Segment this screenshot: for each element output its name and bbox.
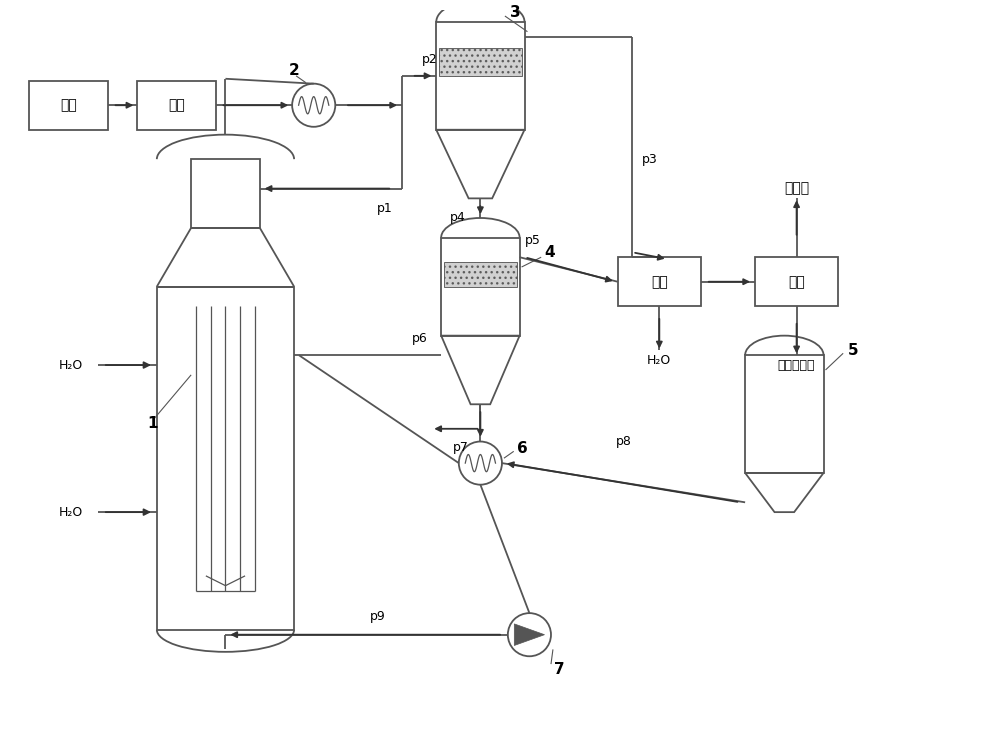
Text: p8: p8 — [616, 436, 631, 449]
Text: p5: p5 — [525, 234, 540, 247]
Text: 气化: 气化 — [60, 98, 77, 112]
Bar — [191, 159, 260, 228]
Text: p4: p4 — [450, 212, 466, 225]
Bar — [441, 238, 520, 336]
Bar — [745, 355, 824, 473]
Text: H₂O: H₂O — [59, 506, 83, 519]
Bar — [618, 257, 701, 306]
Text: p2: p2 — [422, 53, 437, 66]
Text: 2: 2 — [289, 64, 300, 78]
Text: 冷却: 冷却 — [651, 274, 668, 288]
Polygon shape — [514, 624, 545, 646]
Text: H₂O: H₂O — [647, 354, 671, 367]
Text: 3: 3 — [510, 4, 520, 20]
Text: 1: 1 — [147, 417, 158, 431]
Text: 合成天然气: 合成天然气 — [778, 359, 815, 372]
Text: p3: p3 — [642, 153, 658, 165]
Bar — [29, 81, 108, 130]
Text: 4: 4 — [544, 244, 555, 260]
Text: p6: p6 — [412, 332, 428, 346]
Bar — [436, 22, 525, 130]
Bar — [137, 81, 216, 130]
Text: 7: 7 — [554, 662, 565, 676]
Text: p9: p9 — [370, 610, 385, 623]
Text: p1: p1 — [376, 202, 392, 214]
Text: 释放气: 释放气 — [784, 182, 809, 195]
Bar — [157, 287, 294, 630]
Text: H₂O: H₂O — [59, 359, 83, 372]
Text: 分离: 分离 — [788, 274, 805, 288]
Bar — [755, 257, 838, 306]
Text: 5: 5 — [848, 343, 859, 358]
Bar — [439, 48, 522, 76]
Text: 变换: 变换 — [168, 98, 185, 112]
Bar — [444, 262, 517, 287]
Text: p7: p7 — [453, 441, 469, 454]
Text: 6: 6 — [517, 441, 527, 456]
